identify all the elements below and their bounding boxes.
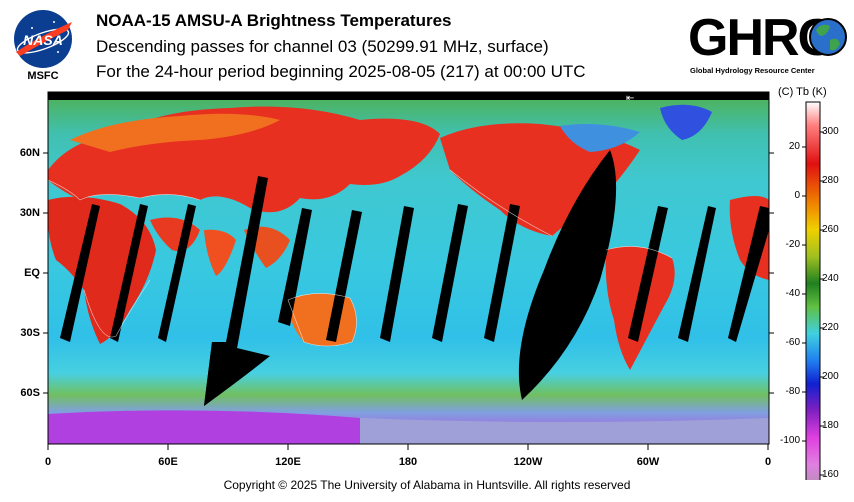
cb-celsius-0: 0 bbox=[794, 190, 800, 201]
time-period: For the 24-hour period beginning 2025-08… bbox=[96, 62, 586, 81]
swath-gaps bbox=[60, 150, 769, 406]
cb-kelvin-220: 220 bbox=[822, 322, 839, 333]
cb-kelvin-280: 280 bbox=[822, 175, 839, 186]
cb-celsius-m80: -80 bbox=[785, 386, 800, 397]
lon-label-180: 180 bbox=[398, 456, 418, 468]
lon-label-120e: 120E bbox=[275, 456, 301, 468]
nasa-meatball-icon: NASA bbox=[14, 10, 72, 68]
ghrc-subtitle: Global Hydrology Resource Center bbox=[690, 66, 815, 75]
colorbar-ticks bbox=[802, 131, 824, 476]
lat-label-60s: 60S bbox=[20, 387, 40, 399]
brightness-temperature-map: ⇤ bbox=[43, 91, 824, 480]
cb-celsius-m20: -20 bbox=[785, 239, 800, 250]
coastlines bbox=[48, 169, 673, 347]
globe-icon bbox=[809, 18, 847, 56]
cb-kelvin-160: 160 bbox=[822, 469, 839, 480]
lat-label-eq: EQ bbox=[24, 267, 40, 279]
copyright-notice: Copyright © 2025 The University of Alaba… bbox=[223, 478, 631, 492]
colorbar bbox=[805, 101, 821, 480]
lat-label-60n: 60N bbox=[19, 147, 40, 159]
cb-celsius-m100: -100 bbox=[779, 435, 800, 446]
lon-label-60e: 60E bbox=[158, 456, 178, 468]
cb-kelvin-180: 180 bbox=[822, 420, 839, 431]
lat-label-30n: 30N bbox=[19, 207, 40, 219]
page-subtitle: Descending passes for channel 03 (50299.… bbox=[96, 37, 549, 56]
lon-label-120w: 120W bbox=[513, 456, 543, 468]
axis-ticks bbox=[43, 152, 774, 450]
map-field bbox=[48, 92, 769, 444]
cb-celsius-20: 20 bbox=[788, 141, 800, 152]
svg-text:NASA: NASA bbox=[23, 32, 63, 48]
msfc-label: MSFC bbox=[27, 70, 59, 82]
cb-kelvin-260: 260 bbox=[822, 224, 839, 235]
cb-celsius-m60: -60 bbox=[785, 337, 800, 348]
lat-label-30s: 30S bbox=[20, 327, 40, 339]
page-title: NOAA-15 AMSU-A Brightness Temperatures bbox=[96, 11, 452, 30]
cb-kelvin-300: 300 bbox=[822, 126, 839, 137]
scroll-left-icon: ⇤ bbox=[626, 93, 634, 104]
lon-label-60w: 60W bbox=[636, 456, 660, 468]
ghrc-logo: GHRC Global Hydrology Resource Center bbox=[686, 8, 852, 80]
lon-label-0-right: 0 bbox=[764, 456, 772, 468]
colorbar-header: (C) Tb (K) bbox=[778, 86, 827, 98]
cb-celsius-m40: -40 bbox=[785, 288, 800, 299]
nasa-logo: NASA MSFC bbox=[10, 8, 76, 84]
cb-kelvin-240: 240 bbox=[822, 273, 839, 284]
cb-kelvin-200: 200 bbox=[822, 371, 839, 382]
lon-label-0: 0 bbox=[44, 456, 52, 468]
